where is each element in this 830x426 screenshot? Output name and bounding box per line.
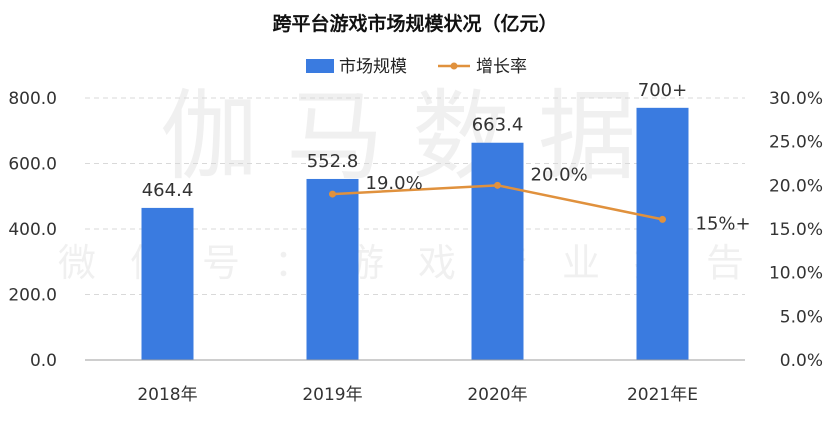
y-right-tick-label: 25.0% <box>769 133 823 153</box>
bar <box>141 207 194 360</box>
legend-swatch-marker <box>450 62 458 70</box>
x-tick-label: 2020年 <box>467 385 527 405</box>
y-left-tick-label: 400.0 <box>8 220 57 240</box>
line-value-label: 20.0% <box>531 164 588 185</box>
legend-swatch-bar <box>306 59 334 73</box>
y-left-tick-label: 800.0 <box>8 89 57 109</box>
y-left-tick-label: 200.0 <box>8 286 57 306</box>
bar-value-label: 663.4 <box>472 115 524 136</box>
bar-series <box>141 107 689 360</box>
chart-title: 跨平台游戏市场规模状况（亿元） <box>272 12 557 35</box>
line-series <box>329 181 666 223</box>
y-right-tick-label: 30.0% <box>769 89 823 109</box>
line-point <box>659 215 666 223</box>
legend: 市场规模 增长率 <box>306 57 527 77</box>
axes: 0.0 200.0 400.0 600.0 800.0 0.0% 5.0% 10.0% 15.0… <box>8 89 823 405</box>
bar-value-label: 552.8 <box>307 151 359 172</box>
line-point <box>494 181 501 189</box>
legend-label-line: 增长率 <box>476 57 527 77</box>
y-right-tick-label: 0.0% <box>780 351 823 371</box>
legend-label-bar: 市场规模 <box>339 57 407 77</box>
x-tick-label: 2018年 <box>137 385 197 405</box>
bar-value-label: 700+ <box>638 80 687 101</box>
y-left-tick-label: 600.0 <box>8 155 57 175</box>
y-right-tick-label: 20.0% <box>769 176 823 196</box>
line-value-label: 15%+ <box>696 213 751 234</box>
x-tick-label: 2021年E <box>627 385 698 405</box>
y-right-tick-label: 15.0% <box>769 220 823 240</box>
bar <box>306 178 359 360</box>
x-tick-label: 2019年 <box>302 385 362 405</box>
watermark-main-text: 伽马数据 <box>160 80 664 194</box>
y-right-tick-label: 10.0% <box>769 264 823 284</box>
line-point <box>329 190 336 198</box>
bar-value-label: 464.4 <box>142 180 194 201</box>
bar <box>471 142 524 360</box>
gridlines <box>85 97 745 295</box>
line-value-label: 19.0% <box>366 173 423 194</box>
bar <box>636 107 689 360</box>
data-labels: 464.4 552.8 663.4 700+ 19.0% 20.0% 15%+ <box>142 80 751 235</box>
y-left-tick-label: 0.0 <box>30 351 57 371</box>
y-right-tick-label: 5.0% <box>780 307 823 327</box>
